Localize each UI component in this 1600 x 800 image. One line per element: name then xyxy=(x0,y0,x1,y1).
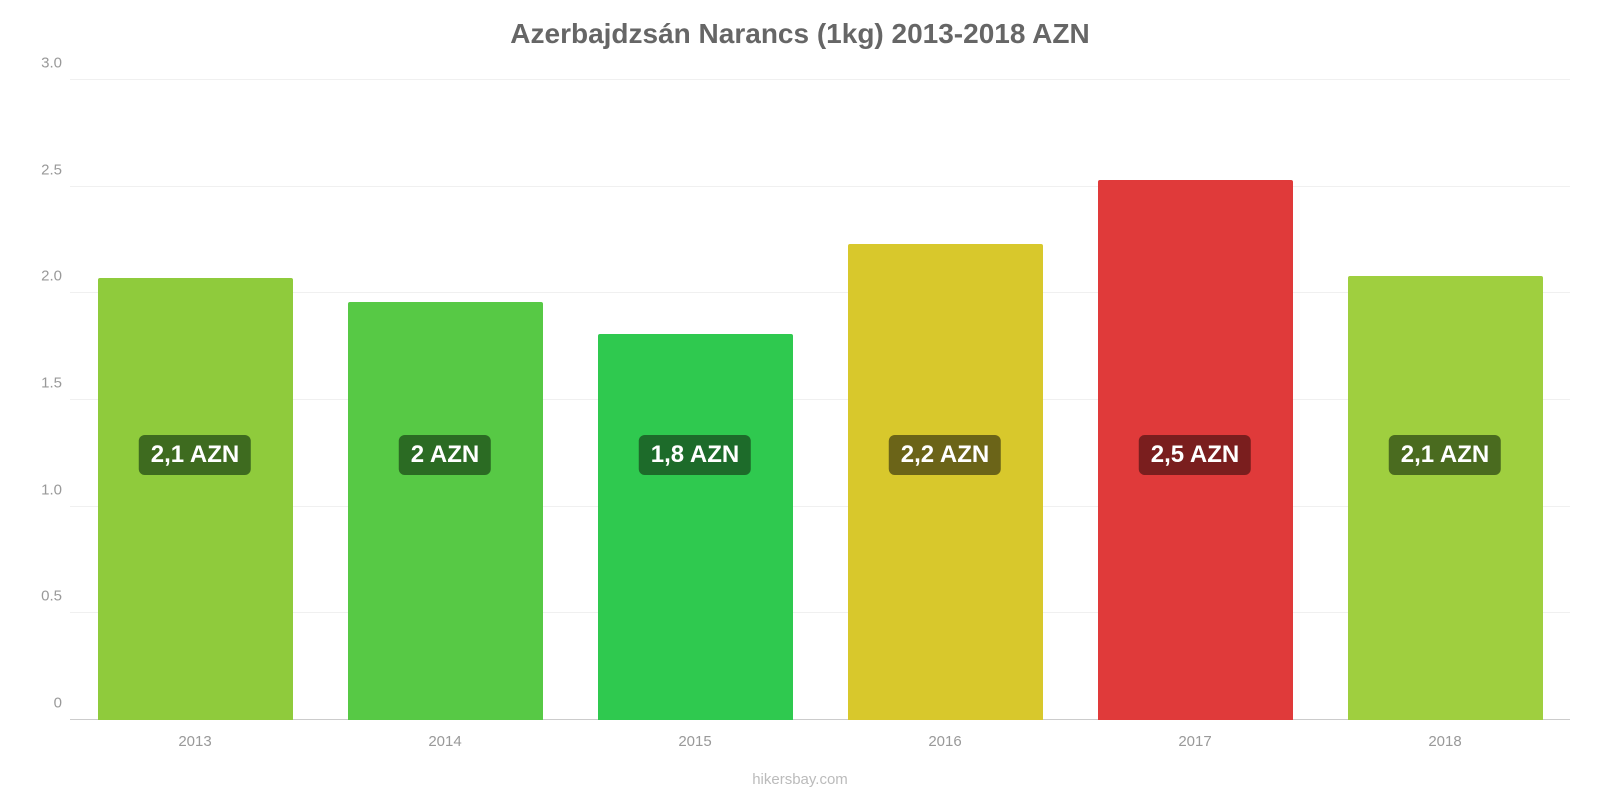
plot-area: 2,1 AZN20132 AZN20141,8 AZN20152,2 AZN20… xyxy=(70,80,1570,720)
x-tick-label: 2017 xyxy=(1070,733,1320,750)
chart-footer: hikersbay.com xyxy=(0,771,1600,788)
bar-value-badge: 2 AZN xyxy=(399,435,491,475)
y-tick-label: 0 xyxy=(20,695,62,712)
bar xyxy=(98,278,293,720)
y-tick-label: 1.0 xyxy=(20,481,62,498)
bar-slot: 2,5 AZN2017 xyxy=(1070,80,1320,720)
bar-value-badge: 2,1 AZN xyxy=(1389,435,1501,475)
bar-slot: 2,1 AZN2013 xyxy=(70,80,320,720)
bar-value-badge: 2,1 AZN xyxy=(139,435,251,475)
bar-slot: 1,8 AZN2015 xyxy=(570,80,820,720)
chart-title: Azerbajdzsán Narancs (1kg) 2013-2018 AZN xyxy=(0,0,1600,50)
y-tick-label: 2.5 xyxy=(20,161,62,178)
x-tick-label: 2014 xyxy=(320,733,570,750)
bar xyxy=(1348,276,1543,720)
bar-slot: 2 AZN2014 xyxy=(320,80,570,720)
bar-value-badge: 2,2 AZN xyxy=(889,435,1001,475)
y-tick-label: 2.0 xyxy=(20,268,62,285)
bar-slot: 2,2 AZN2016 xyxy=(820,80,1070,720)
x-tick-label: 2013 xyxy=(70,733,320,750)
y-tick-label: 0.5 xyxy=(20,588,62,605)
x-tick-label: 2016 xyxy=(820,733,1070,750)
bar xyxy=(348,302,543,720)
bars-group: 2,1 AZN20132 AZN20141,8 AZN20152,2 AZN20… xyxy=(70,80,1570,720)
chart-container: Azerbajdzsán Narancs (1kg) 2013-2018 AZN… xyxy=(0,0,1600,800)
bar-value-badge: 2,5 AZN xyxy=(1139,435,1251,475)
y-tick-label: 1.5 xyxy=(20,375,62,392)
bar xyxy=(598,334,793,720)
x-tick-label: 2018 xyxy=(1320,733,1570,750)
bar-slot: 2,1 AZN2018 xyxy=(1320,80,1570,720)
x-tick-label: 2015 xyxy=(570,733,820,750)
bar xyxy=(848,244,1043,720)
y-tick-label: 3.0 xyxy=(20,55,62,72)
bar-value-badge: 1,8 AZN xyxy=(639,435,751,475)
